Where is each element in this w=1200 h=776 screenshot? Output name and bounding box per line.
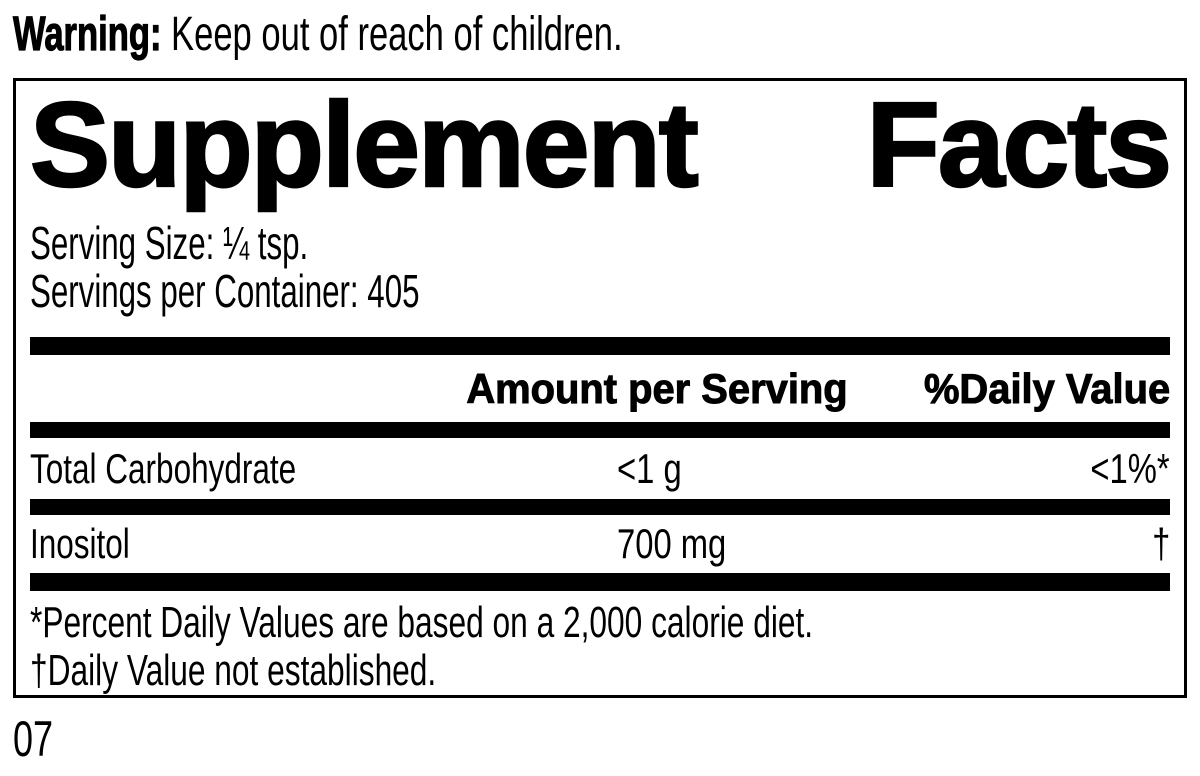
amount-column-header: Amount per Serving (456, 355, 857, 422)
serving-size-text: Serving Size: ¼ tsp. (30, 217, 309, 269)
footnote-text: *Percent Daily Values are based on a 2,0… (30, 598, 814, 647)
footer-code: 07 (13, 714, 1187, 764)
nutrient-row-total-carbohydrate: Total Carbohydrate <1 g <1%* (30, 438, 1170, 499)
divider-bar-under-header (30, 422, 1170, 438)
column-header-row: Amount per Serving %Daily Value (30, 355, 1171, 422)
nutrient-daily-value: <1%* (1090, 445, 1170, 492)
nutrient-row-inositol: Inositol 700 mg † (30, 515, 1170, 573)
daily-value-column-header-text: %Daily Value (923, 365, 1170, 413)
warning-line: Warning: Keep out of reach of children. (13, 7, 1187, 62)
divider-bar-bottom (30, 573, 1170, 591)
nutrient-amount: 700 mg (617, 520, 727, 567)
footnotes: *Percent Daily Values are based on a 2,0… (30, 591, 1170, 695)
serving-info: Serving Size: ¼ tsp. Servings per Contai… (30, 219, 1170, 315)
warning-body: Keep out of reach of children. (161, 8, 623, 61)
servings-per-container-text: Servings per Container: 405 (30, 265, 420, 317)
serving-size-line: Serving Size: ¼ tsp. (30, 219, 1170, 267)
nutrient-daily-value: † (1151, 520, 1170, 567)
daily-value-column-header: %Daily Value (911, 355, 1170, 422)
nutrient-name: Inositol (30, 520, 130, 567)
nutrient-amount: <1 g (617, 445, 682, 492)
title-word-supplement: Supplement (29, 78, 700, 212)
warning-label: Warning: (13, 7, 162, 61)
title-word-facts: Facts (865, 78, 1173, 212)
footnote-daily-value-not-established: †Daily Value not established. (30, 647, 1170, 695)
footnote-text: †Daily Value not established. (30, 646, 437, 695)
warning-line-text: Warning: Keep out of reach of children. (13, 7, 623, 62)
amount-column-header-text: Amount per Serving (466, 365, 848, 413)
panel-title: Supplement Facts (29, 78, 1174, 213)
supplement-facts-panel: Supplement Facts Serving Size: ¼ tsp. Se… (13, 78, 1187, 698)
nutrient-name: Total Carbohydrate (30, 445, 297, 492)
footer-code-text: 07 (13, 711, 54, 767)
divider-bar-between-rows (30, 499, 1170, 515)
footnote-percent-daily-values: *Percent Daily Values are based on a 2,0… (30, 599, 1170, 647)
servings-per-container-line: Servings per Container: 405 (30, 267, 1170, 315)
divider-bar-top (30, 337, 1170, 355)
